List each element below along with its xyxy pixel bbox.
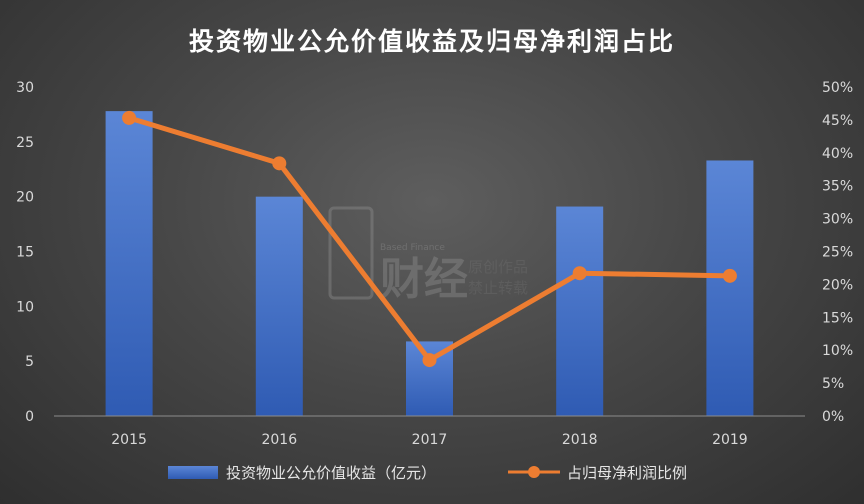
y-left-tick-label: 0: [25, 409, 34, 425]
right-axis: 0% 5% 10% 15% 20% 25% 30% 35% 40% 45% 50%: [822, 80, 853, 425]
legend-line-marker: [528, 466, 540, 478]
y-left-tick-label: 25: [16, 135, 34, 151]
y-left-tick-label: 5: [25, 354, 34, 370]
watermark: 财经 Based Finance 原创作品 禁止转载: [328, 206, 528, 305]
y-right-tick-label: 45%: [822, 113, 853, 129]
watermark-brand: 财经: [380, 254, 468, 305]
x-tick-label-2019: 2019: [712, 432, 748, 448]
legend: 投资物业公允价值收益（亿元） 占归母净利润比例: [168, 464, 687, 482]
legend-bar-label: 投资物业公允价值收益（亿元）: [226, 464, 436, 482]
ratio-point-2019: [722, 268, 737, 283]
y-left-tick-label: 15: [16, 245, 34, 261]
x-tick-label-2017: 2017: [412, 432, 448, 448]
y-right-tick-label: 5%: [822, 376, 844, 392]
bar-2019: [706, 160, 754, 416]
x-tick-label-2015: 2015: [111, 432, 147, 448]
y-right-tick-label: 25%: [822, 245, 853, 261]
chart-title: 投资物业公允价值收益及归母净利润占比: [189, 27, 675, 56]
watermark-line1: 原创作品: [468, 258, 528, 276]
watermark-logo-icon: [328, 206, 374, 300]
y-right-tick-label: 35%: [822, 179, 853, 195]
y-left-tick-label: 30: [16, 80, 34, 96]
bar-2015: [105, 111, 153, 417]
line-series: [122, 110, 737, 368]
ratio-point-2017: [422, 353, 437, 368]
legend-line-label: 占归母净利润比例: [567, 464, 687, 482]
y-left-tick-label: 10: [16, 299, 34, 315]
bar-2016: [255, 196, 303, 416]
x-tick-label-2016: 2016: [261, 432, 297, 448]
watermark-small: Based Finance: [380, 243, 445, 253]
y-right-tick-label: 10%: [822, 343, 853, 359]
x-tick-label-2018: 2018: [562, 432, 598, 448]
bar-series: [105, 111, 754, 417]
y-right-tick-label: 20%: [822, 277, 853, 293]
y-right-tick-label: 50%: [822, 80, 853, 96]
ratio-point-2016: [272, 156, 287, 171]
legend-bar-swatch: [168, 466, 218, 479]
left-axis: 0 5 10 15 20 25 30: [16, 80, 34, 425]
y-left-tick-label: 20: [16, 190, 34, 206]
y-right-tick-label: 40%: [822, 146, 853, 162]
ratio-point-2018: [572, 266, 587, 281]
x-axis-labels: 2015 2016 2017 2018 2019: [111, 432, 747, 448]
ratio-line: [128, 115, 730, 363]
bar-2018: [556, 206, 604, 416]
y-right-tick-label: 0%: [822, 409, 844, 425]
y-right-tick-label: 30%: [822, 212, 853, 228]
watermark-line2: 禁止转载: [468, 279, 528, 297]
y-right-tick-label: 15%: [822, 310, 853, 326]
ratio-point-2015: [122, 110, 137, 125]
